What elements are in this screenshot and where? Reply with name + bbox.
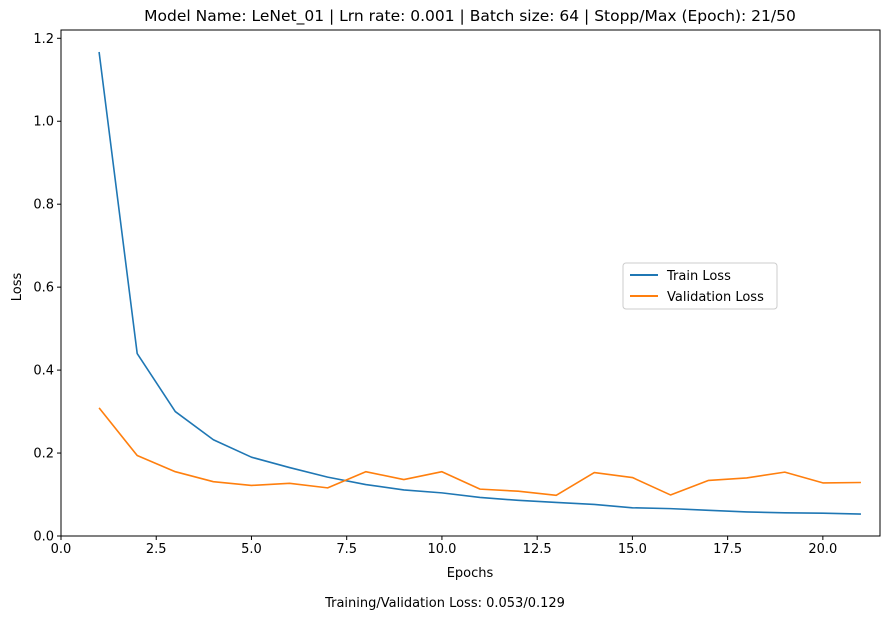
y-axis-title: Loss: [10, 273, 25, 302]
series-line-train-loss: [98, 51, 861, 515]
y-tick-label: 0.8: [33, 198, 54, 213]
y-tick-label: 0.0: [33, 530, 54, 545]
x-axis-title: Epochs: [447, 566, 494, 581]
x-tick-label: 15.0: [618, 542, 647, 557]
y-tick-label: 0.2: [33, 447, 54, 462]
x-tick-label: 20.0: [808, 542, 837, 557]
x-tick-label: 2.5: [146, 542, 167, 557]
legend: Train Loss Validation Loss: [622, 262, 778, 310]
y-tick-label: 0.6: [33, 281, 54, 296]
plot-frame: [60, 29, 881, 537]
x-tick-label: 5.0: [241, 542, 262, 557]
footer-loss-summary: Training/Validation Loss: 0.053/0.129: [324, 596, 565, 611]
chart-title: Model Name: LeNet_01 | Lrn rate: 0.001 |…: [144, 7, 796, 26]
y-tick-label: 1.2: [33, 32, 54, 47]
legend-label-validation-loss: Validation Loss: [667, 290, 764, 305]
legend-box: [622, 262, 778, 310]
series-layer: [98, 51, 861, 515]
y-tick-label: 0.4: [33, 364, 54, 379]
y-tick-label: 1.0: [33, 115, 54, 130]
legend-label-train-loss: Train Loss: [666, 269, 731, 284]
x-tick-label: 0.0: [51, 542, 72, 557]
x-tick-label: 7.5: [336, 542, 357, 557]
x-tick-label: 10.0: [427, 542, 456, 557]
x-tick-label: 17.5: [713, 542, 742, 557]
x-tick-label: 12.5: [523, 542, 552, 557]
series-line-validation-loss: [98, 407, 861, 497]
axes: 0.0 2.5 5.0 7.5 10.0 12.5 15.0 17.5 20.0 0.0 0.2 0.…: [33, 29, 881, 557]
